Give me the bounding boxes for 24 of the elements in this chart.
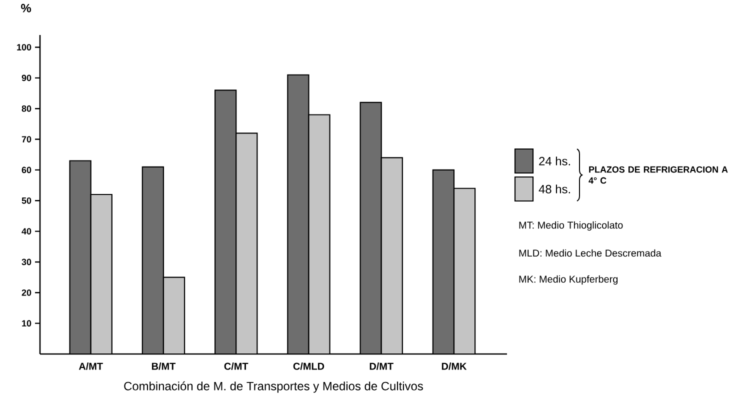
text: MT: Medio Thioglicolato bbox=[519, 221, 623, 231]
legend-label: 24 hs. bbox=[539, 156, 570, 166]
y-tick-label: 30 bbox=[22, 258, 32, 266]
x-tick-label: A/MT bbox=[78, 362, 103, 370]
x-tick-label: B/MT bbox=[152, 362, 176, 370]
y-tick-label: 70 bbox=[22, 136, 32, 142]
y-tick-label: 90 bbox=[22, 74, 32, 82]
y-tick-label: 40 bbox=[22, 228, 32, 234]
text: MLD: Medio Leche Descremada bbox=[519, 249, 662, 257]
x-tick-label: C/MLD bbox=[293, 362, 324, 370]
y-tick-label: 80 bbox=[22, 105, 32, 112]
x-axis-title: Combinación de M. de Transportes y Medios de Cultivos bbox=[124, 381, 423, 393]
legend-label: 48 hs. bbox=[538, 184, 570, 194]
text: MK: Medio Kupferberg bbox=[519, 275, 618, 285]
x-tick-label: D/MK bbox=[442, 362, 467, 370]
y-tick-label: 100 bbox=[17, 44, 32, 50]
y-tick-label: 60 bbox=[22, 166, 32, 174]
y-tick-label: 10 bbox=[22, 320, 32, 327]
x-tick-label: C/MT bbox=[224, 362, 248, 370]
y-axis-title: % bbox=[21, 4, 32, 12]
x-tick-label: D/MT bbox=[370, 362, 394, 370]
legend-title: PLAZOS DE REFRIGERACION A 4° C bbox=[588, 166, 728, 184]
y-tick-label: 50 bbox=[22, 197, 32, 204]
y-tick-label: 20 bbox=[22, 289, 32, 296]
